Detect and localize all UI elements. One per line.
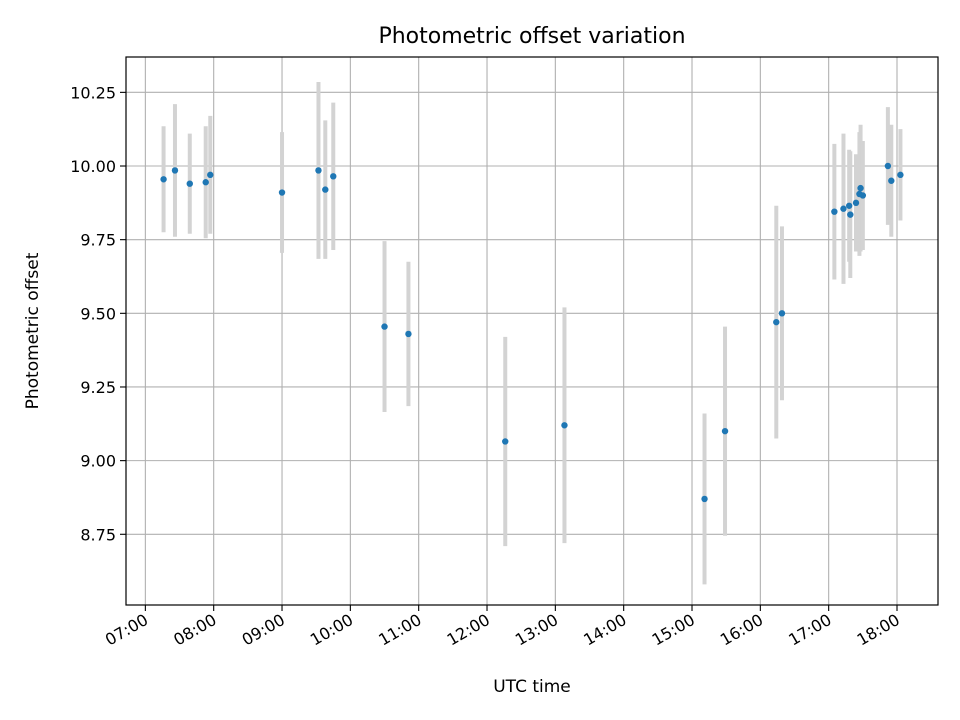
data-point bbox=[322, 186, 329, 193]
data-point bbox=[897, 171, 904, 179]
plot-frame bbox=[125, 56, 939, 606]
x-axis-label: UTC time bbox=[493, 677, 571, 697]
data-point bbox=[857, 184, 864, 192]
data-point bbox=[840, 205, 847, 212]
data-point bbox=[888, 177, 895, 184]
y-tick-label: 9.50 bbox=[80, 304, 116, 323]
data-point bbox=[773, 318, 780, 326]
y-tick-label: 9.00 bbox=[80, 452, 116, 471]
data-point bbox=[381, 323, 388, 330]
data-point bbox=[721, 427, 729, 435]
data-point bbox=[778, 310, 786, 317]
y-axis-label: Photometric offset bbox=[23, 252, 43, 409]
data-point bbox=[845, 202, 853, 209]
data-point bbox=[278, 189, 286, 196]
data-point bbox=[847, 211, 854, 218]
data-point bbox=[852, 199, 860, 207]
y-axis: 8.75 9.00 9.25 9.50 9.75 10.00 10.25 bbox=[70, 83, 126, 544]
data-point bbox=[186, 180, 193, 187]
data-point bbox=[502, 438, 509, 445]
y-tick-label: 9.75 bbox=[80, 231, 116, 250]
data-point bbox=[202, 179, 209, 186]
data-point bbox=[207, 171, 214, 179]
data-point bbox=[330, 173, 337, 180]
chart-title: Photometric offset variation bbox=[378, 24, 685, 49]
data-point bbox=[561, 422, 568, 429]
y-tick-label: 9.25 bbox=[80, 378, 116, 397]
data-point bbox=[859, 192, 867, 199]
data-point bbox=[160, 176, 167, 183]
data-point bbox=[315, 167, 322, 174]
y-tick-label: 10.00 bbox=[70, 157, 116, 176]
data-point bbox=[701, 495, 708, 503]
y-tick-label: 8.75 bbox=[80, 525, 116, 544]
data-point bbox=[405, 330, 412, 338]
data-point bbox=[884, 162, 892, 170]
data-point bbox=[831, 208, 838, 215]
y-tick-label: 10.25 bbox=[70, 83, 116, 102]
data-point bbox=[171, 167, 179, 174]
data-points bbox=[160, 162, 904, 503]
